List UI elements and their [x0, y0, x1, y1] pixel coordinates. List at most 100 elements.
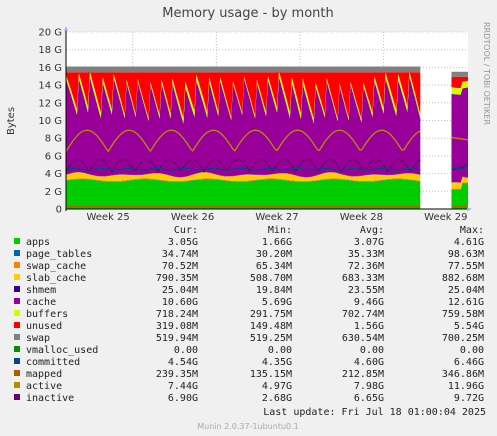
legend-value: 1.56G [354, 321, 384, 332]
legend-value: 98.63M [448, 249, 484, 260]
legend-value: 12.61G [448, 297, 484, 308]
legend-value: 683.33M [342, 273, 384, 284]
legend-name-committed: committed [26, 357, 80, 368]
y-axis-label: Bytes [6, 107, 17, 135]
legend-swatch-unused [14, 322, 20, 328]
legend-value: 149.48M [250, 321, 292, 332]
rrdtool-credit: RRDTOOL / TOBI OETIKER [482, 22, 491, 125]
legend-value: 34.74M [162, 249, 198, 260]
area-buffers [451, 80, 468, 95]
legend-column-header: Min: [268, 225, 292, 236]
x-tick-label: Week 28 [340, 212, 383, 223]
x-tick-label: Week 29 [424, 212, 467, 223]
legend-value: 4.54G [168, 357, 198, 368]
legend-value: 4.35G [262, 357, 292, 368]
legend-name-swap_cache: swap_cache [26, 261, 86, 272]
legend-swatch-cache [14, 298, 20, 304]
legend-swatch-swap [14, 334, 20, 340]
area-shmem [66, 172, 421, 178]
y-tick-label: 20 G [38, 28, 62, 39]
legend-name-mapped: mapped [26, 369, 62, 380]
area-page_tables [66, 179, 421, 182]
area-cache [451, 87, 468, 183]
legend-swatch-page_tables [14, 250, 20, 256]
area-cache [66, 76, 421, 178]
legend-value: 7.98G [354, 381, 384, 392]
legend-value: 239.35M [156, 369, 198, 380]
legend-name-cache: cache [26, 297, 56, 308]
area-apps [66, 179, 421, 209]
y-tick-label: 2 G [45, 187, 62, 198]
y-tick-label: 6 G [45, 151, 62, 162]
legend-value: 25.04M [162, 285, 198, 296]
y-tick-label: 16 G [38, 63, 62, 74]
legend-value: 319.08M [156, 321, 198, 332]
legend-swatch-buffers [14, 310, 20, 316]
legend-name-vmalloc_used: vmalloc_used [26, 345, 98, 356]
legend-swatch-apps [14, 238, 20, 244]
y-tick-label: 14 G [38, 81, 62, 92]
area-unused [451, 76, 468, 88]
legend: Cur: Min: Avg: Max: apps 3.05G 1.66G 3.07G 4.61G… [14, 225, 484, 404]
x-tick-label: Week 26 [171, 212, 214, 223]
legend-name-apps: apps [26, 237, 50, 248]
legend-value: 9.46G [354, 297, 384, 308]
y-tick-label: 10 G [38, 116, 62, 127]
legend-value: 72.36M [348, 261, 384, 272]
legend-value: 6.90G [168, 393, 198, 404]
legend-swatch-inactive [14, 394, 20, 400]
legend-value: 30.20M [256, 249, 292, 260]
legend-value: 5.69G [262, 297, 292, 308]
legend-value: 1.66G [262, 237, 292, 248]
legend-value: 519.25M [250, 333, 292, 344]
x-tick-label: Week 25 [86, 212, 129, 223]
legend-value: 718.24M [156, 309, 198, 320]
y-tick-label: 0 [56, 205, 62, 216]
legend-value: 0.00 [360, 345, 384, 356]
x-ticks: Week 25 Week 26 Week 27 Week 28 Week 29 [86, 212, 467, 223]
y-tick-label: 8 G [45, 134, 62, 145]
legend-value: 0.00 [460, 345, 484, 356]
legend-value: 2.68G [262, 393, 292, 404]
legend-name-swap: swap [26, 333, 50, 344]
legend-value: 9.72G [454, 393, 484, 404]
legend-value: 23.55M [348, 285, 384, 296]
legend-swatch-shmem [14, 286, 20, 292]
legend-name-inactive: inactive [26, 393, 74, 404]
legend-value: 4.60G [354, 357, 384, 368]
legend-swatch-swap_cache [14, 262, 20, 268]
legend-value: 19.84M [256, 285, 292, 296]
area-swap [451, 71, 468, 77]
legend-value: 35.33M [348, 249, 384, 260]
legend-value: 6.65G [354, 393, 384, 404]
x-axis-arrow [467, 207, 472, 211]
legend-value: 519.94M [156, 333, 198, 344]
legend-value: 790.35M [156, 273, 198, 284]
legend-value: 212.85M [342, 369, 384, 380]
legend-value: 759.58M [442, 309, 484, 320]
legend-value: 5.54G [454, 321, 484, 332]
legend-value: 10.60G [162, 297, 198, 308]
legend-value: 6.46G [454, 357, 484, 368]
legend-value: 3.05G [168, 237, 198, 248]
line-committed [65, 167, 421, 171]
area-slab_cache [66, 172, 421, 181]
legend-name-page_tables: page_tables [26, 249, 92, 260]
legend-swatch-mapped [14, 370, 20, 376]
x-tick-label: Week 27 [255, 212, 298, 223]
legend-name-buffers: buffers [26, 309, 68, 320]
legend-column-header: Cur: [174, 225, 198, 236]
line-active [451, 136, 469, 141]
legend-value: 3.07G [354, 237, 384, 248]
legend-value: 11.96G [448, 381, 484, 392]
area-swap [66, 66, 421, 73]
legend-swatch-committed [14, 358, 20, 364]
legend-value: 70.52M [162, 261, 198, 272]
legend-value: 0.00 [174, 345, 198, 356]
legend-value: 77.55M [448, 261, 484, 272]
legend-name-unused: unused [26, 321, 62, 332]
legend-value: 702.74M [342, 309, 384, 320]
legend-value: 0.00 [268, 345, 292, 356]
legend-value: 25.04M [448, 285, 484, 296]
